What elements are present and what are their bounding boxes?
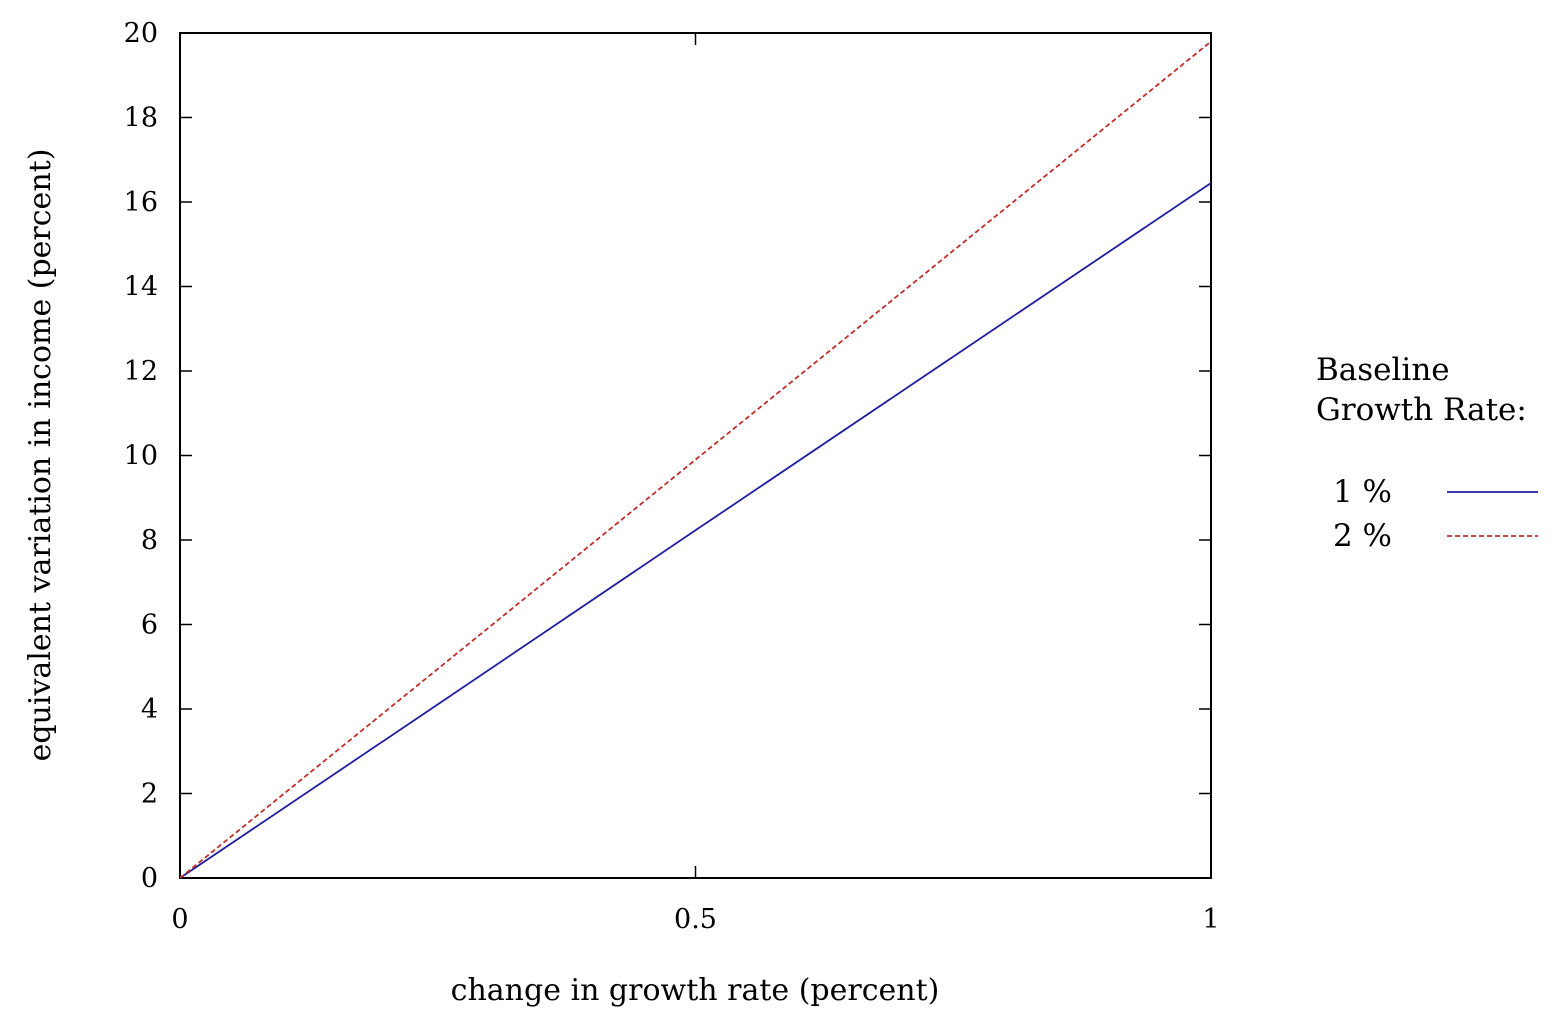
legend-title-line-2: Growth Rate: — [1316, 392, 1527, 428]
legend-title-line-1: Baseline — [1316, 352, 1450, 388]
series-lines — [179, 40, 1212, 879]
y-tick-label: 10 — [124, 441, 158, 472]
legend-entry-label: 1 % — [1333, 474, 1392, 510]
y-tick-label: 18 — [124, 103, 158, 134]
y-tick-label: 8 — [141, 525, 158, 556]
legend: Baseline Growth Rate: 1 %2 % — [1316, 352, 1538, 554]
y-axis-ticks: 0 2 4 6 8 10 12 14 16 18 20 — [124, 18, 1211, 894]
y-tick-label: 2 — [141, 779, 158, 810]
legend-entry-label: 2 % — [1333, 518, 1392, 554]
y-tick-label: 14 — [124, 272, 158, 303]
x-axis-label: change in growth rate (percent) — [451, 973, 940, 1008]
y-axis-label: equivalent variation in income (percent) — [23, 149, 58, 762]
y-tick-label: 4 — [141, 694, 158, 725]
legend-entries: 1 %2 % — [1333, 474, 1538, 554]
x-tick-label: 1 — [1202, 904, 1219, 935]
y-tick-label: 6 — [141, 610, 158, 641]
y-tick-label: 20 — [124, 18, 158, 49]
x-tick-label: 0.5 — [674, 904, 717, 935]
series-line-1 — [179, 182, 1212, 879]
y-tick-label: 0 — [141, 863, 158, 894]
x-tick-label: 0 — [171, 904, 188, 935]
y-tick-label: 16 — [124, 187, 158, 218]
series-line-2 — [179, 40, 1212, 879]
y-tick-label: 12 — [124, 356, 158, 387]
plot-frame — [179, 32, 1212, 879]
x-axis-ticks: 0 0.5 1 — [171, 33, 1220, 935]
